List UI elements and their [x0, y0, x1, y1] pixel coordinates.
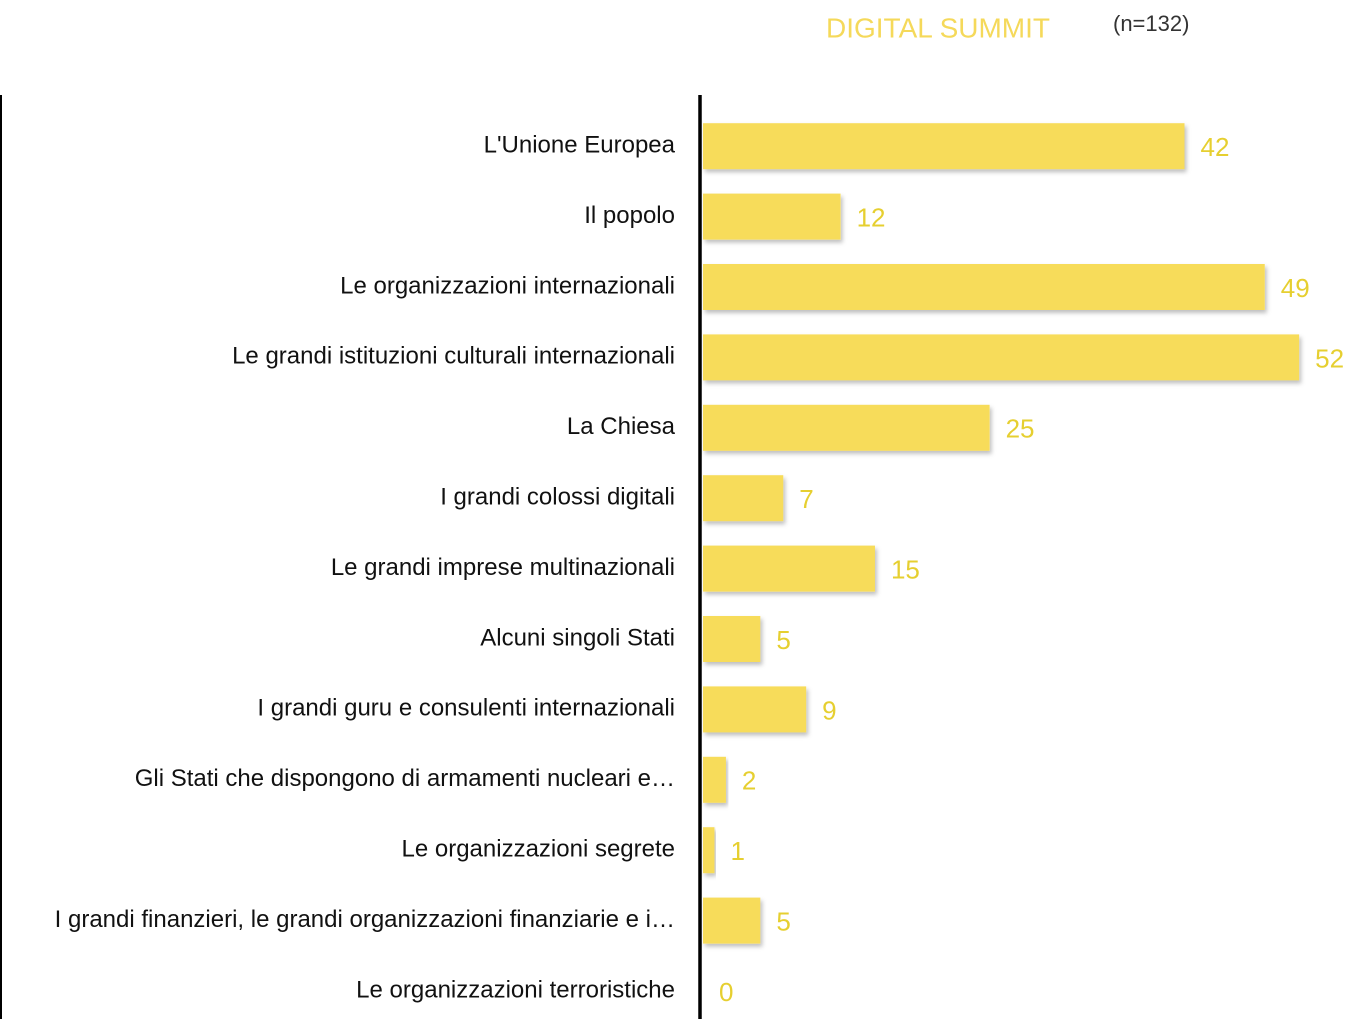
bar	[703, 264, 1265, 310]
bar	[703, 475, 784, 522]
bar	[703, 404, 990, 451]
category-label: Gli Stati che dispongono di armamenti nu…	[135, 765, 675, 792]
bar	[703, 334, 1300, 381]
category-label: La Chiesa	[567, 413, 676, 440]
bar	[703, 545, 875, 592]
category-label: I grandi finanzieri, le grandi organizza…	[55, 906, 675, 933]
chart-subtitle: (n=132)	[1113, 11, 1189, 36]
category-label: I grandi colossi digitali	[440, 484, 675, 511]
value-label: 52	[1315, 343, 1344, 373]
bar	[703, 756, 726, 803]
chart-title: DIGITAL SUMMIT	[826, 12, 1050, 43]
category-label: Le organizzazioni internazionali	[340, 272, 675, 299]
value-label: 25	[1006, 414, 1035, 444]
value-label: 1	[730, 836, 744, 866]
category-label: Il popolo	[584, 202, 675, 229]
bar	[703, 193, 841, 240]
category-label: Le grandi istituzioni culturali internaz…	[232, 343, 675, 370]
value-label: 7	[799, 484, 813, 514]
category-label: Le organizzazioni segrete	[401, 836, 675, 863]
value-label: 2	[742, 766, 756, 796]
value-label: 15	[891, 554, 920, 584]
value-label: 12	[857, 202, 886, 232]
value-label: 5	[776, 625, 790, 655]
bar	[703, 827, 715, 874]
bar	[703, 686, 807, 733]
value-label: 9	[822, 695, 836, 725]
category-label: I grandi guru e consulenti internazional…	[257, 695, 675, 722]
bar	[703, 616, 761, 662]
category-label: Le grandi imprese multinazionali	[331, 554, 675, 581]
category-label: Alcuni singoli Stati	[480, 624, 675, 651]
category-label: Le organizzazioni terroristiche	[356, 976, 675, 1003]
category-label: L'Unione Europea	[484, 132, 676, 159]
value-label: 42	[1201, 132, 1230, 162]
value-label: 5	[776, 906, 790, 936]
bar	[703, 897, 761, 944]
bar	[703, 123, 1185, 170]
value-label: 49	[1281, 273, 1310, 303]
value-label: 0	[719, 977, 733, 1007]
